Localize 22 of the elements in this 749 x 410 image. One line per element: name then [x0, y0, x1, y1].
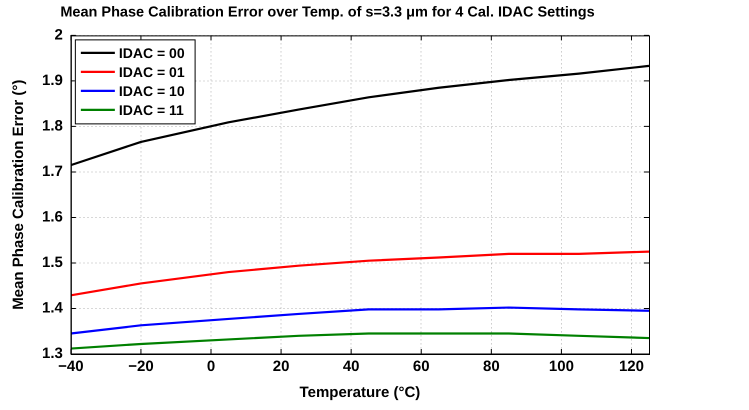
- y-tick-label: 1.5: [42, 254, 63, 272]
- legend-label: IDAC = 11: [118, 102, 184, 118]
- x-tick-label: 60: [412, 358, 430, 376]
- x-tick-label: −20: [128, 358, 154, 376]
- y-tick-label: 1.9: [42, 72, 63, 90]
- x-tick-label: 0: [206, 358, 216, 376]
- chart-title: Mean Phase Calibration Error over Temp. of s=3.3 μm for 4 Cal. IDAC Settings: [60, 4, 595, 21]
- x-tick-label: 40: [342, 358, 360, 376]
- y-tick-label: 1.6: [42, 208, 63, 226]
- y-tick-label: 1.8: [42, 118, 63, 135]
- x-tick-label: 100: [548, 358, 574, 376]
- legend-label: IDAC = 10: [118, 82, 185, 99]
- x-tick-label: 20: [272, 358, 290, 376]
- y-tick-label: 1.4: [42, 300, 64, 317]
- y-tick-label: 1.7: [42, 163, 63, 180]
- y-tick-label: 2: [54, 26, 63, 44]
- legend-label: IDAC = 00: [118, 44, 185, 61]
- x-axis-title: Temperature (°C): [300, 384, 420, 402]
- legend-label: IDAC = 01: [118, 64, 185, 80]
- x-tick-label: 120: [618, 358, 644, 376]
- y-axis-title: Mean Phase Calibration Error (°): [10, 80, 28, 310]
- x-tick-label: 80: [482, 358, 500, 376]
